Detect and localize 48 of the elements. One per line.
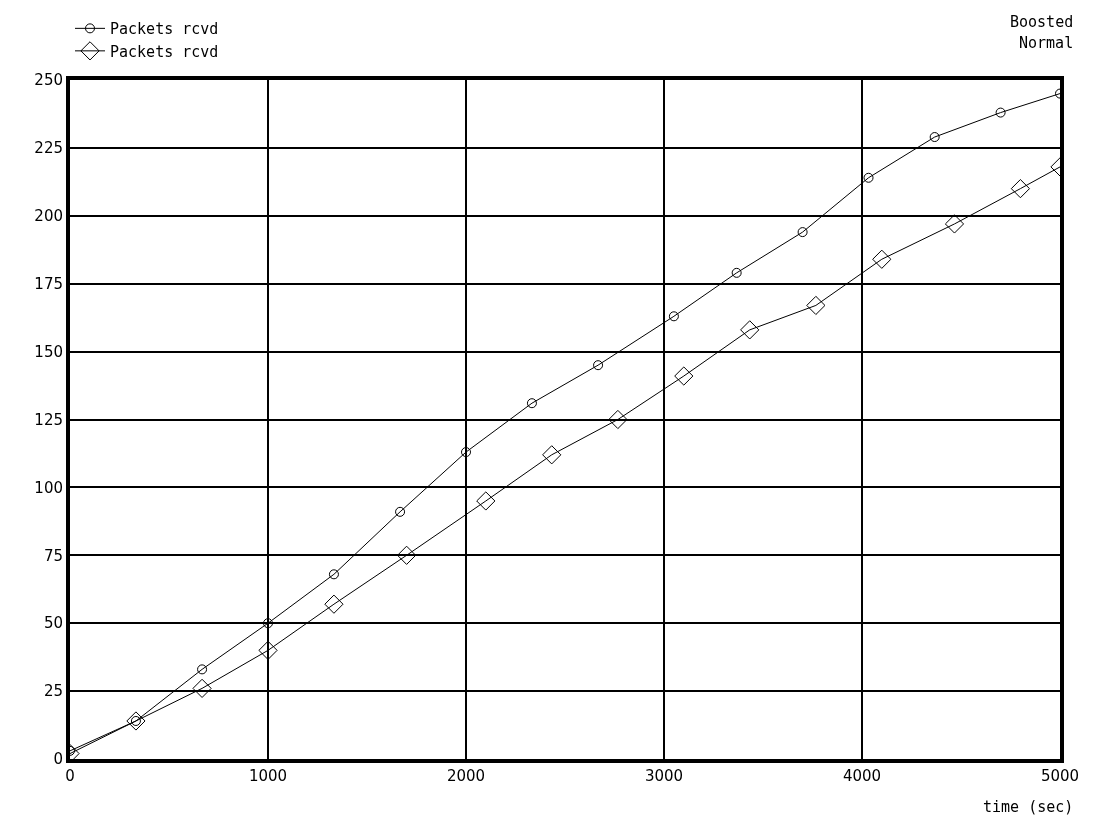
y-tick-label: 100 (34, 478, 63, 497)
x-tick-label: 2000 (446, 767, 486, 785)
point (258, 640, 278, 660)
point (731, 267, 742, 278)
legend-label: Packets rcvd (110, 42, 219, 61)
y-tick-label: 225 (34, 139, 63, 158)
point (526, 398, 537, 409)
y-tick-label: 250 (34, 71, 63, 90)
x-tick-label: 5000 (1040, 767, 1080, 785)
text: Normal (1019, 34, 1074, 52)
text: Boosted (1010, 13, 1074, 31)
point (192, 678, 212, 698)
point (944, 214, 965, 234)
point (542, 445, 562, 465)
point (1010, 179, 1030, 199)
point (863, 172, 874, 183)
point (995, 107, 1006, 118)
point (476, 491, 496, 511)
point (668, 311, 679, 322)
y-tick-label: 50 (43, 614, 63, 633)
point (328, 569, 339, 580)
point (263, 618, 273, 629)
point (197, 664, 208, 675)
point (324, 594, 344, 614)
y-tick-label: 125 (34, 410, 63, 429)
point (608, 409, 628, 430)
x-tick-label: 0 (65, 767, 75, 785)
x-tick-label: 4000 (842, 767, 882, 785)
point (797, 227, 808, 238)
point (593, 360, 604, 371)
y-tick-label: 0 (53, 750, 63, 769)
x-tick-label: 1000 (248, 767, 288, 785)
point (806, 295, 826, 316)
y-tick-label: 200 (34, 207, 63, 226)
point (740, 320, 760, 340)
point (461, 447, 471, 458)
y-tick-label: 75 (43, 546, 63, 565)
point (674, 366, 694, 386)
y-tick-label: 25 (43, 682, 63, 701)
point (872, 249, 892, 269)
y-tick-label: 150 (34, 342, 63, 361)
legend-label: Packets rcvd (110, 20, 219, 39)
x-axis-title: time (sec) (983, 798, 1074, 816)
y-tick-label: 175 (34, 274, 63, 293)
point (929, 132, 940, 143)
point (395, 506, 406, 517)
point (397, 545, 417, 565)
x-tick-label: 3000 (644, 767, 684, 785)
